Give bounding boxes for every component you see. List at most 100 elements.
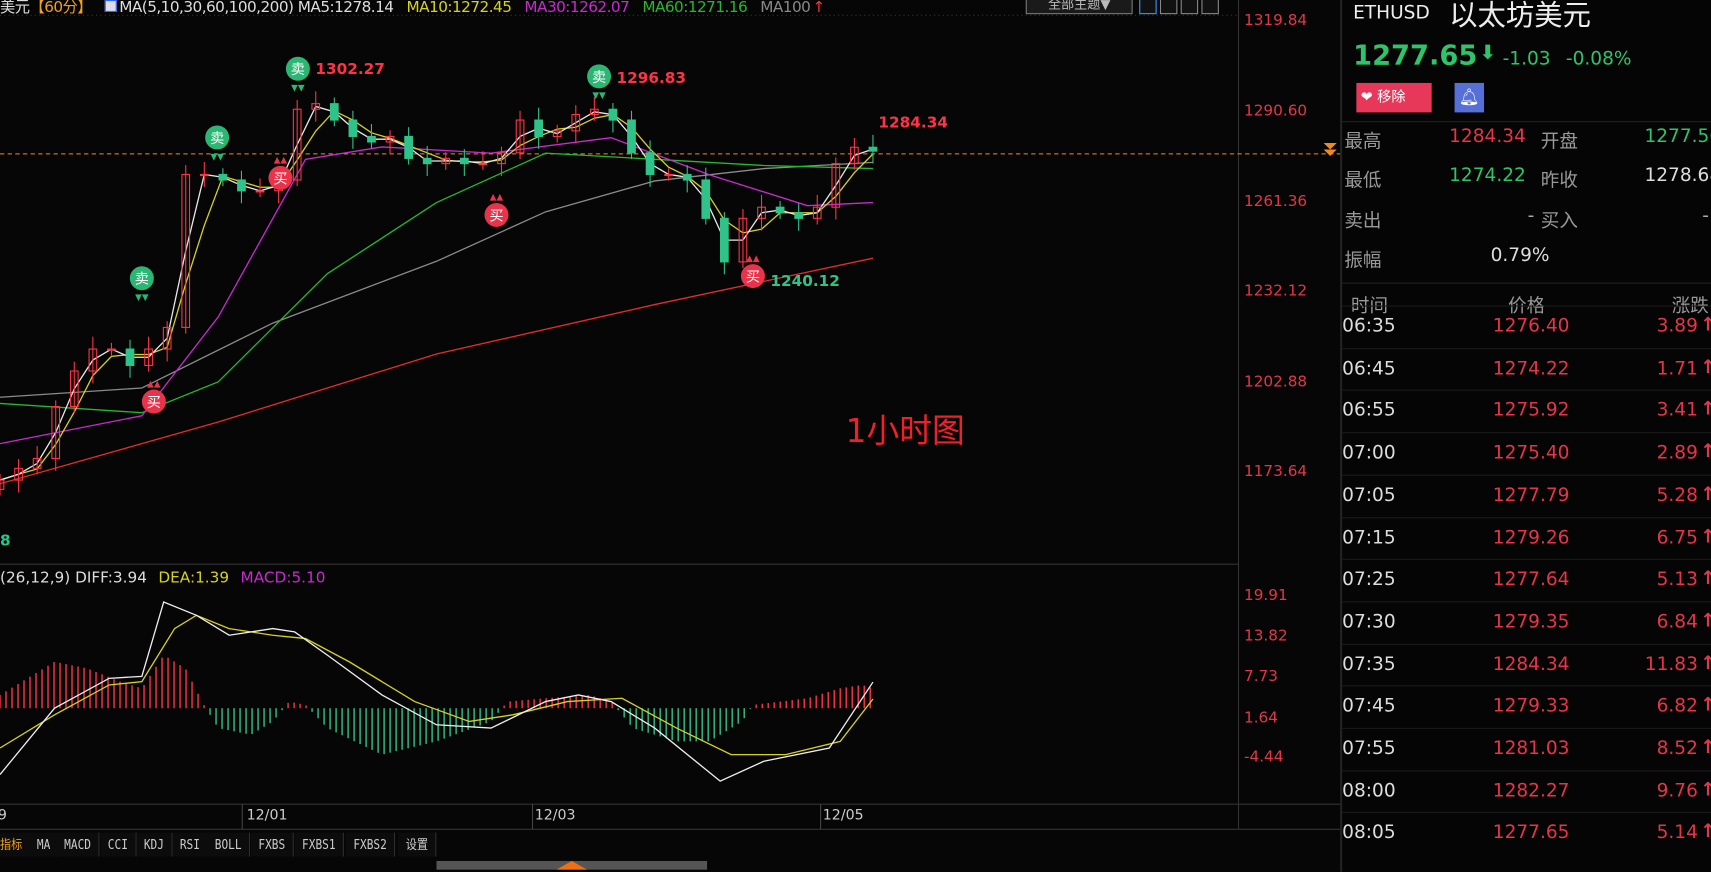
tick-change: 3.41: [1656, 399, 1698, 422]
tab-kdj[interactable]: KDJ: [136, 832, 173, 857]
arrow-up-icon[interactable]: ↑: [812, 0, 825, 17]
tick-row[interactable]: 07:30 1279.35 6.84 ↑: [1342, 601, 1711, 642]
price-change: -1.03: [1502, 48, 1551, 70]
ma60-line: [0, 152, 873, 414]
tick-row[interactable]: 06:55 1275.92 3.41 ↑: [1342, 389, 1711, 431]
tick-row[interactable]: 06:45 1274.22 1.71 ↑: [1342, 347, 1711, 389]
amplitude-value: 0.79%: [1490, 244, 1550, 267]
bell-icon[interactable]: 🔔︎: [1454, 82, 1485, 113]
ma5-value: MA5:1278.14: [297, 0, 394, 17]
window-icon[interactable]: [1159, 0, 1178, 15]
candle: [571, 113, 581, 132]
ma5-line: [0, 105, 874, 481]
tick-row[interactable]: 08:00 1282.27 9.76 ↑: [1342, 770, 1711, 811]
tab-indicators[interactable]: 指标: [0, 832, 31, 857]
tab-fxbs[interactable]: FXBS: [251, 832, 294, 857]
tab-settings[interactable]: 设置: [397, 832, 436, 857]
candle: [720, 217, 729, 263]
tab-boll[interactable]: BOLL: [207, 832, 251, 857]
symbol-title: 美元: [0, 0, 30, 17]
tick-change: 6.82: [1656, 695, 1698, 718]
tick-time: 06:35: [1342, 315, 1396, 338]
macd-header: (26,12,9) DIFF:3.94 DEA:1.39 MACD:5.10: [0, 570, 325, 587]
candle: [478, 163, 488, 166]
scroll-thumb-icon[interactable]: [556, 860, 588, 870]
horizontal-scrollbar[interactable]: [436, 860, 708, 870]
candle: [627, 119, 636, 154]
tick-price: 1276.40: [1492, 315, 1570, 338]
window3-icon[interactable]: [1201, 0, 1219, 15]
candle: [701, 179, 711, 219]
high-price-label: 1296.83: [617, 69, 687, 87]
signal-arrows-icon: ▼▼: [291, 84, 305, 94]
ask-value: -: [1527, 205, 1535, 227]
candle: [88, 348, 98, 372]
tick-row[interactable]: 07:35 1284.34 11.83 ↑: [1342, 643, 1711, 684]
tick-time: 07:25: [1342, 568, 1396, 591]
tick-row[interactable]: 07:25 1277.64 5.13 ↑: [1342, 558, 1711, 600]
tab-cci[interactable]: CCI: [100, 832, 137, 857]
tick-row[interactable]: 07:05 1277.79 5.28 ↑: [1342, 474, 1711, 515]
arrow-up-icon: ↑: [1700, 441, 1711, 463]
arrow-up-icon: ↑: [1700, 821, 1711, 843]
buy-marker-label: 买: [273, 171, 287, 187]
theme-dropdown[interactable]: 全部主题▼: [1025, 0, 1133, 15]
tab-ma[interactable]: MA: [29, 832, 59, 857]
arrow-up-icon: ↑: [1700, 779, 1711, 801]
tab-macd[interactable]: MACD: [57, 832, 100, 857]
candle: [32, 457, 42, 469]
diff-line: [0, 601, 874, 782]
tick-time: 07:30: [1342, 610, 1396, 633]
candle: [107, 348, 116, 351]
tick-row[interactable]: 08:05 1277.65 5.14 ↑: [1342, 812, 1711, 853]
tick-row[interactable]: 07:15 1279.26 6.75 ↑: [1342, 516, 1711, 558]
candle: [459, 157, 469, 165]
tick-row[interactable]: 07:00 1275.40 2.89 ↑: [1342, 432, 1711, 473]
tick-time: 06:55: [1342, 399, 1396, 422]
ma10-value: MA10:1272.45: [406, 0, 512, 17]
chart-annotation: 1小时图: [845, 412, 965, 451]
macd-value: MACD:5.10: [240, 569, 326, 588]
tick-change: 5.28: [1656, 484, 1698, 507]
tick-change: 1.71: [1656, 357, 1698, 380]
tick-time: 06:45: [1342, 357, 1396, 380]
candle: [69, 370, 79, 408]
tick-row[interactable]: 07:45 1279.33 6.82 ↑: [1342, 685, 1711, 727]
tick-change: 3.89: [1656, 315, 1698, 338]
tick-price: 1277.79: [1492, 484, 1570, 507]
signal-arrows-icon: ▲▲: [490, 193, 504, 203]
tab-fxbs1[interactable]: FXBS1: [294, 832, 345, 857]
candle: [218, 173, 228, 181]
tab-fxbs2[interactable]: FXBS2: [346, 832, 396, 857]
sell-marker: [205, 125, 230, 150]
ma100-value: MA100: [760, 0, 811, 17]
tick-time: 07:05: [1342, 484, 1396, 507]
tick-row[interactable]: 07:55 1281.03 8.52 ↑: [1342, 727, 1711, 769]
tick-row[interactable]: 06:35 1276.40 3.89 ↑: [1342, 305, 1711, 347]
signal-arrows-icon: ▲▲: [147, 379, 161, 389]
candle: [255, 190, 265, 193]
arrow-up-icon: ↑: [1700, 610, 1711, 632]
candle: [181, 173, 191, 328]
symbol-code: ETHUSD: [1353, 2, 1430, 25]
candle: [515, 119, 525, 154]
ma-chart-icon[interactable]: [105, 0, 118, 13]
macd-axis-label: 1.64: [1243, 709, 1278, 727]
tick-change: 6.84: [1656, 610, 1698, 633]
remove-watchlist-button[interactable]: ❤ 移除: [1356, 82, 1432, 113]
ask-label: 卖出: [1344, 210, 1382, 233]
date-label: 12/03: [534, 807, 576, 824]
price-chart[interactable]: 1302.27 1296.83 1284.34 1240.12 1165.88 卖 ▼▼ 卖 ▼…: [0, 0, 1340, 872]
tick-price: 1284.34: [1492, 653, 1570, 676]
tab-rsi[interactable]: RSI: [172, 832, 209, 857]
window2-icon[interactable]: [1180, 0, 1199, 15]
layout-icon[interactable]: [1139, 0, 1157, 15]
price-axis-label: 1232.12: [1243, 282, 1308, 301]
candle: [757, 206, 766, 219]
prev-close-value: 1278.68: [1644, 164, 1711, 187]
price-change-pct: -0.08%: [1565, 48, 1632, 70]
arrow-up-icon: ↑: [1700, 568, 1711, 590]
candle: [125, 348, 135, 366]
buy-marker: [268, 165, 293, 190]
signal-arrows-icon: ▲▲: [746, 254, 760, 264]
